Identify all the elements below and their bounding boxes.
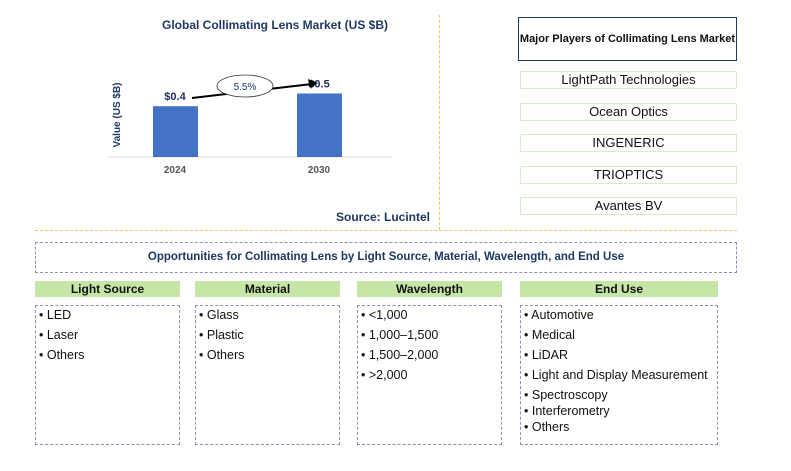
column-header: Light Source <box>35 281 180 297</box>
column-list: • Glass • Plastic • Others <box>195 305 340 445</box>
bullet-icon: • <box>524 308 532 322</box>
player-item: Avantes BV <box>520 197 737 215</box>
column-header: Wavelength <box>357 281 502 297</box>
list-item-label: LiDAR <box>531 348 568 362</box>
list-item-label: Glass <box>206 308 239 322</box>
source-label: Source: Lucintel <box>335 210 430 224</box>
list-item: • Interferometry <box>524 404 714 418</box>
bullet-icon: • <box>524 404 532 418</box>
bullet-icon: • <box>199 328 207 342</box>
bullet-icon: • <box>39 328 47 342</box>
player-item: Ocean Optics <box>520 103 737 121</box>
list-item-label: Plastic <box>206 328 244 342</box>
column-header: Material <box>195 281 340 297</box>
bar-2030 <box>297 93 342 157</box>
player-item: LightPath Technologies <box>520 71 737 89</box>
bar-2024 <box>153 106 198 157</box>
bullet-icon: • <box>39 308 47 322</box>
column-list: • <1,000 • 1,000–1,500 • 1,500–2,000 • >2,0… <box>357 305 502 445</box>
list-item-label: Spectroscopy <box>531 388 608 402</box>
list-item: • <1,000 <box>361 308 498 322</box>
list-item-label: Others <box>206 348 245 362</box>
list-item-label: 1,500–2,000 <box>368 348 439 362</box>
list-item: • Laser <box>39 328 176 342</box>
arrow-head <box>308 79 318 88</box>
chart-title: Global Collimating Lens Market (US $B) <box>161 18 389 32</box>
list-item: • LED <box>39 308 176 322</box>
column-list: • LED • Laser • Others <box>35 305 180 445</box>
list-item-label: <1,000 <box>368 308 408 322</box>
list-item: • >2,000 <box>361 368 498 382</box>
cagr-ellipse <box>216 74 274 98</box>
bullet-icon: • <box>361 308 369 322</box>
list-item-label: LED <box>46 308 72 322</box>
list-item: • Others <box>524 420 714 434</box>
x-tick-label: 2024 <box>164 165 187 176</box>
cagr-label: 5.5% <box>234 82 257 93</box>
bullet-icon: • <box>524 328 532 342</box>
list-item-label: Interferometry <box>531 404 610 418</box>
list-item-label: >2,000 <box>368 368 408 382</box>
list-item: • Medical <box>524 328 714 342</box>
bullet-icon: • <box>361 348 369 362</box>
list-item-label: Others <box>46 348 85 362</box>
list-item-label: Medical <box>531 328 575 342</box>
data-label: $0.4 <box>164 91 186 103</box>
bullet-icon: • <box>524 388 532 402</box>
list-item: • Spectroscopy <box>524 388 714 402</box>
list-item-label: 1,000–1,500 <box>368 328 439 342</box>
players-title: Major Players of Collimating Lens Market <box>518 17 737 61</box>
list-item-label: Laser <box>46 328 79 342</box>
list-item: • 1,500–2,000 <box>361 348 498 362</box>
column-list: • Automotive • Medical • LiDAR • Light and … <box>520 305 718 445</box>
list-item: • LiDAR <box>524 348 714 362</box>
x-tick-label: 2030 <box>308 165 331 176</box>
list-item: • Light and Display Measurement <box>524 368 714 382</box>
y-axis-label: Value (US $B) <box>112 82 123 147</box>
bullet-icon: • <box>199 308 207 322</box>
bullet-icon: • <box>524 368 532 382</box>
list-item: • Others <box>39 348 176 362</box>
opportunities-title: Opportunities for Collimating Lens by Li… <box>35 242 737 273</box>
bullet-icon: • <box>39 348 47 362</box>
bullet-icon: • <box>199 348 207 362</box>
bullet-icon: • <box>361 328 369 342</box>
list-item: • 1,000–1,500 <box>361 328 498 342</box>
bullet-icon: • <box>524 348 532 362</box>
bullet-icon: • <box>361 368 369 382</box>
list-item-label: Automotive <box>531 308 594 322</box>
list-item: • Glass <box>199 308 336 322</box>
list-item: • Plastic <box>199 328 336 342</box>
column-header: End Use <box>520 281 718 297</box>
list-item-label: Others <box>531 420 570 434</box>
bullet-icon: • <box>524 420 532 434</box>
list-item: • Automotive <box>524 308 714 322</box>
divider <box>35 230 737 231</box>
player-item: TRIOPTICS <box>520 166 737 184</box>
list-item-label: Light and Display Measurement <box>531 368 708 382</box>
player-item: INGENERIC <box>520 134 737 152</box>
divider <box>439 15 440 230</box>
list-item: • Others <box>199 348 336 362</box>
